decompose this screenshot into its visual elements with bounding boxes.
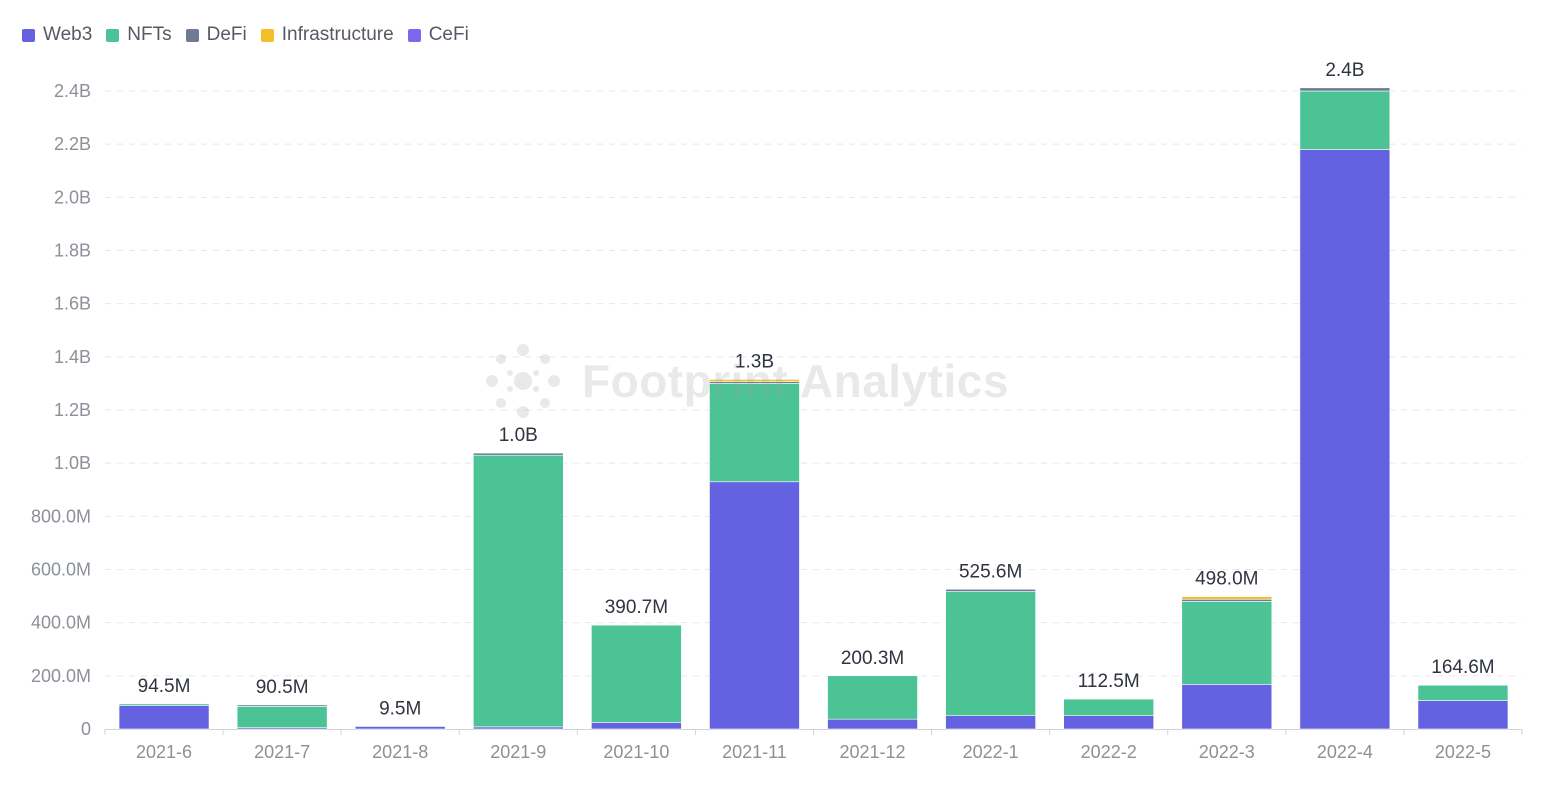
- y-tick-label: 1.8B: [54, 241, 91, 261]
- bar-total-label: 390.7M: [605, 597, 668, 618]
- legend-item-cefi[interactable]: CeFi: [407, 24, 469, 46]
- x-tick-label: 2022-2: [1081, 742, 1137, 762]
- y-tick-label: 800.0M: [31, 506, 91, 526]
- bar-segment-web3[interactable]: [1299, 149, 1391, 730]
- bar-total-label: 90.5M: [256, 677, 309, 698]
- legend-swatch: [260, 28, 274, 42]
- bar-segment-web3[interactable]: [591, 722, 682, 730]
- x-tick-label: 2022-1: [963, 742, 1019, 762]
- x-tick-label: 2021-9: [490, 742, 546, 762]
- bar-segment-defi[interactable]: [236, 704, 328, 707]
- y-tick-label: 600.0M: [31, 560, 91, 580]
- legend-label: Web3: [43, 24, 93, 45]
- legend-swatch: [407, 28, 421, 42]
- bar-segment-infrastructure[interactable]: [1181, 596, 1273, 600]
- bar-total-label: 525.6M: [959, 561, 1022, 582]
- x-tick-label: 2021-11: [722, 742, 787, 762]
- y-tick-label: 2.2B: [54, 134, 91, 154]
- legend-label: NFTs: [127, 24, 172, 45]
- bar-total-label: 9.5M: [379, 698, 421, 719]
- y-tick-label: 1.6B: [54, 294, 91, 314]
- bar-segment-nfts[interactable]: [1181, 601, 1273, 685]
- bar-total-label: 164.6M: [1431, 657, 1494, 678]
- watermark-text: Footprint Analytics: [582, 355, 1009, 407]
- bar-segment-nfts[interactable]: [945, 591, 1036, 717]
- bar-total-label: 94.5M: [138, 676, 191, 697]
- bar-segment-web3[interactable]: [945, 715, 1036, 730]
- bar-segment-defi[interactable]: [1299, 87, 1391, 92]
- bar-segment-nfts[interactable]: [236, 706, 328, 728]
- bar-total-label: 112.5M: [1078, 671, 1140, 692]
- bar-segment-web3[interactable]: [472, 726, 564, 730]
- bar-segment-web3[interactable]: [1063, 715, 1155, 730]
- bar-total-label: 1.0B: [499, 425, 538, 446]
- y-tick-label: 400.0M: [31, 613, 91, 633]
- bar-segment-infrastructure[interactable]: [709, 379, 800, 382]
- x-tick-label: 2022-5: [1435, 742, 1491, 762]
- legend-swatch: [185, 28, 199, 42]
- y-tick-label: 2.4B: [54, 81, 91, 101]
- bar-segment-nfts[interactable]: [709, 383, 800, 483]
- bar-segment-nfts[interactable]: [827, 675, 918, 720]
- bar-total-label: 1.3B: [735, 351, 774, 372]
- bar-segment-web3[interactable]: [118, 705, 210, 730]
- footprint-logo-icon: [486, 344, 560, 418]
- legend-label: DeFi: [206, 24, 247, 45]
- bar-segment-nfts[interactable]: [591, 624, 682, 723]
- legend-label: Infrastructure: [281, 24, 394, 45]
- bar-segment-nfts[interactable]: [118, 703, 210, 706]
- y-tick-label: 1.0B: [54, 453, 91, 473]
- y-tick-label: 0: [81, 719, 91, 739]
- bar-segment-nfts[interactable]: [1299, 90, 1391, 150]
- bar-segment-web3[interactable]: [827, 718, 918, 730]
- legend-label: CeFi: [428, 24, 469, 45]
- x-tick-label: 2021-6: [136, 742, 192, 762]
- x-tick-label: 2021-7: [254, 742, 310, 762]
- y-tick-label: 2.0B: [54, 187, 91, 207]
- bar-segment-nfts[interactable]: [472, 454, 564, 728]
- bar-segment-defi[interactable]: [945, 588, 1036, 592]
- bar-segment-defi[interactable]: [472, 452, 564, 456]
- y-tick-label: 1.2B: [54, 400, 91, 420]
- legend-swatch: [106, 28, 120, 42]
- bar-total-label: 2.4B: [1325, 60, 1364, 81]
- bar-segment-web3[interactable]: [1417, 700, 1509, 730]
- x-tick-label: 2021-8: [372, 742, 428, 762]
- x-tick-label: 2022-4: [1317, 742, 1373, 762]
- bar-segment-web3[interactable]: [354, 726, 446, 730]
- bar-segment-defi[interactable]: [1181, 598, 1273, 602]
- y-tick-label: 1.4B: [54, 347, 91, 367]
- legend-item-infrastructure[interactable]: Infrastructure: [260, 24, 394, 46]
- x-tick-label: 2021-10: [603, 742, 669, 762]
- bar-total-label: 498.0M: [1195, 569, 1258, 590]
- legend-item-nfts[interactable]: NFTs: [106, 24, 172, 46]
- bar-segment-nfts[interactable]: [1063, 698, 1155, 717]
- bar-segment-web3[interactable]: [709, 481, 800, 730]
- x-tick-label: 2022-3: [1199, 742, 1255, 762]
- legend-swatch: [22, 28, 35, 42]
- watermark: Footprint Analytics: [482, 340, 1009, 422]
- bar-total-label: 200.3M: [841, 648, 904, 669]
- bar-segment-nfts[interactable]: [1417, 684, 1509, 701]
- bar-segment-web3[interactable]: [1181, 684, 1273, 730]
- y-tick-label: 200.0M: [31, 666, 91, 686]
- legend-item-defi[interactable]: DeFi: [185, 24, 247, 46]
- chart-legend: Web3 NFTs DeFi Infrastructure CeFi: [22, 22, 483, 48]
- x-tick-label: 2021-12: [840, 742, 906, 762]
- legend-item-web3[interactable]: Web3: [22, 24, 92, 46]
